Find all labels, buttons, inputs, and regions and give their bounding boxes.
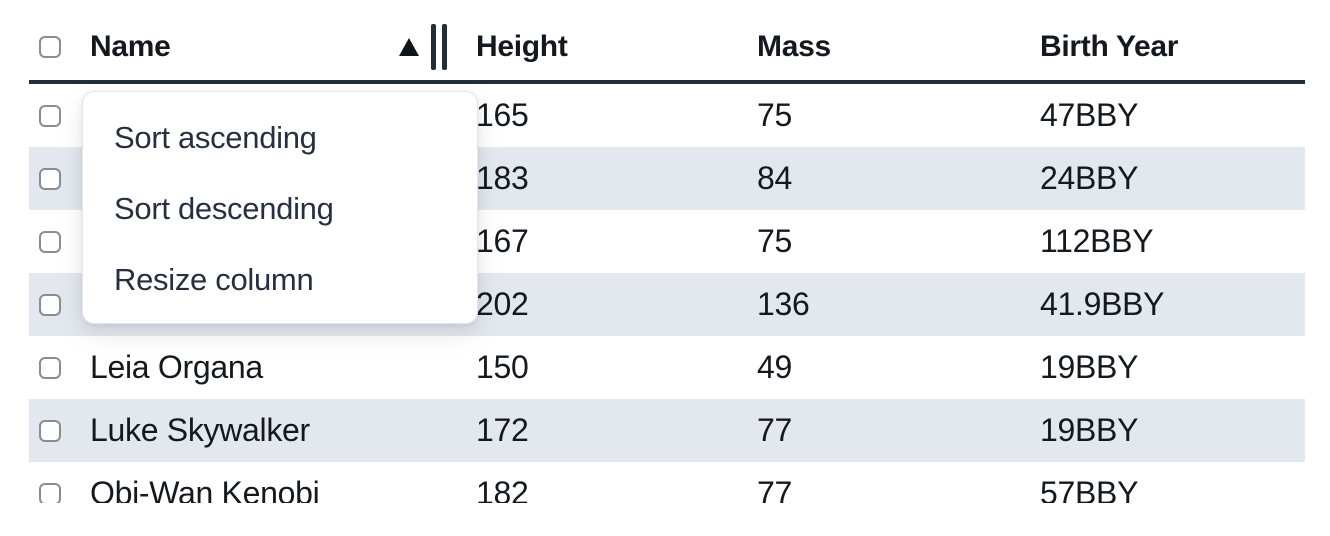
row-checkbox[interactable] — [39, 419, 61, 442]
context-menu-item[interactable]: Sort ascending — [83, 102, 477, 173]
table-header-row: Name Height Mass Birth Year — [29, 0, 1305, 84]
column-header-birth-year[interactable]: Birth Year — [1040, 30, 1305, 64]
column-context-menu: Sort ascending Sort descending Resize co… — [82, 91, 478, 324]
column-resize-handle-icon[interactable] — [431, 24, 447, 70]
column-header-mass[interactable]: Mass — [757, 30, 1040, 64]
cell-birth-year: 19BBY — [1040, 349, 1139, 385]
cell-name: Luke Skywalker — [90, 412, 310, 448]
cell-name: Obi-Wan Kenobi — [90, 475, 320, 503]
cell-height: 167 — [476, 223, 529, 259]
cell-height: 165 — [476, 97, 529, 133]
cell-mass: 84 — [757, 160, 792, 196]
context-menu-item-label: Sort ascending — [114, 119, 317, 155]
cell-name: Leia Organa — [90, 349, 263, 385]
cell-height: 182 — [476, 475, 529, 503]
row-select-cell — [29, 230, 90, 253]
cell-mass: 75 — [757, 223, 792, 259]
context-menu-item-label: Sort descending — [114, 190, 334, 226]
cell-height: 183 — [476, 160, 529, 196]
context-menu-item-label: Resize column — [114, 261, 314, 297]
row-checkbox[interactable] — [39, 293, 61, 316]
table-row: Leia Organa 150 49 19BBY — [29, 336, 1305, 399]
table-row: Luke Skywalker 172 77 19BBY — [29, 399, 1305, 462]
cell-birth-year: 47BBY — [1040, 97, 1139, 133]
row-select-cell — [29, 293, 90, 316]
column-header-height-label: Height — [476, 30, 568, 63]
row-checkbox[interactable] — [39, 104, 61, 127]
table-row: Obi-Wan Kenobi 182 77 57BBY — [29, 462, 1305, 503]
cell-birth-year: 41.9BBY — [1040, 286, 1165, 322]
row-select-cell — [29, 356, 90, 379]
cell-mass: 136 — [757, 286, 810, 322]
cell-birth-year: 112BBY — [1040, 223, 1154, 259]
row-checkbox[interactable] — [39, 230, 61, 253]
row-checkbox[interactable] — [39, 482, 61, 503]
cell-height: 172 — [476, 412, 529, 448]
cell-mass: 75 — [757, 97, 792, 133]
context-menu-item[interactable]: Resize column — [83, 244, 477, 315]
table-row: 165 75 47BBY — [29, 84, 1305, 147]
cell-birth-year: 24BBY — [1040, 160, 1139, 196]
cell-mass: 49 — [757, 349, 792, 385]
column-header-height[interactable]: Height — [476, 30, 757, 64]
context-menu-item[interactable]: Sort descending — [83, 173, 477, 244]
row-checkbox[interactable] — [39, 167, 61, 190]
column-header-name-label: Name — [90, 30, 171, 63]
row-checkbox[interactable] — [39, 356, 61, 379]
header-select-cell — [29, 36, 90, 58]
row-select-cell — [29, 482, 90, 503]
sort-ascending-icon — [399, 38, 419, 56]
row-select-cell — [29, 167, 90, 190]
column-header-mass-label: Mass — [757, 30, 831, 63]
column-header-birth-year-label: Birth Year — [1040, 30, 1179, 63]
cell-birth-year: 57BBY — [1040, 475, 1139, 503]
select-all-checkbox[interactable] — [39, 36, 61, 58]
row-select-cell — [29, 104, 90, 127]
cell-mass: 77 — [757, 475, 792, 503]
cell-mass: 77 — [757, 412, 792, 448]
cell-birth-year: 19BBY — [1040, 412, 1139, 448]
cell-height: 150 — [476, 349, 529, 385]
table-row: 167 75 112BBY — [29, 210, 1305, 273]
cell-height: 202 — [476, 286, 529, 322]
column-header-name[interactable]: Name — [90, 24, 476, 70]
row-select-cell — [29, 419, 90, 442]
